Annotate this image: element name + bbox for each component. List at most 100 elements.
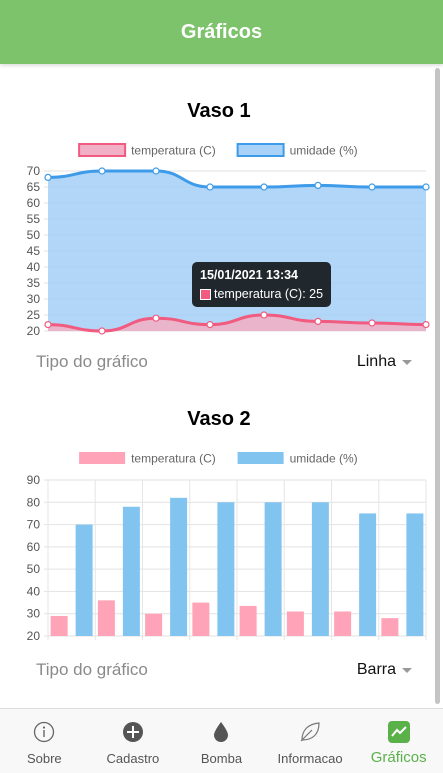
scrollbar[interactable]: [435, 68, 440, 704]
leaf-icon: [297, 719, 323, 745]
y-tick-label: 45: [27, 244, 41, 258]
tab-label: Cadastro: [106, 751, 160, 766]
tab-label: Gráficos: [370, 749, 427, 766]
line-chart-vaso-1: temperatura (C) umidade (%) 20 25 30 35 40 45 50…: [27, 143, 430, 338]
chevron-down-icon: [402, 359, 412, 365]
data-point: [206, 183, 214, 191]
y-tick-label: 35: [27, 276, 41, 290]
series-area: [48, 315, 426, 331]
chart-tooltip: 15/01/2021 13:34 temperatura (C): 25: [192, 262, 332, 307]
y-tick-label: 20: [27, 324, 41, 338]
tab-label: Bomba: [200, 751, 243, 766]
y-tick-label: 40: [27, 260, 41, 274]
legend-swatch: [79, 452, 126, 464]
bar-chart-vaso-2: temperatura (C) umidade (%) 20 30 40 50 60 70 80…: [27, 452, 427, 643]
tooltip-label: temperatura (C): 25: [214, 287, 324, 301]
tooltip-title: 15/01/2021 13:34: [200, 268, 299, 282]
tooltip-swatch: [200, 288, 211, 300]
data-point: [368, 183, 376, 191]
chart-type-row-vaso-2: Tipo do gráfico Barra: [36, 658, 412, 682]
chart-type-label: Tipo do gráfico: [36, 352, 148, 371]
bar: [406, 513, 424, 636]
legend-swatch: [78, 143, 127, 157]
bar: [286, 611, 304, 636]
y-tick-label: 20: [27, 629, 41, 643]
legend-swatch: [236, 143, 285, 157]
chart-type-label: Tipo do gráfico: [36, 660, 148, 679]
data-point: [152, 167, 160, 175]
chart-type-select-vaso-2[interactable]: Barra: [357, 661, 412, 679]
chart-icon: [386, 719, 412, 745]
y-tick-label: 25: [27, 308, 41, 322]
data-point: [260, 311, 268, 319]
series-line: [47, 313, 427, 333]
y-tick-label: 50: [27, 562, 41, 576]
bar: [334, 611, 352, 636]
y-tick-label: 60: [27, 540, 41, 554]
chart-type-row-vaso-1: Tipo do gráfico Linha: [36, 350, 412, 374]
data-point: [98, 327, 106, 335]
data-point: [152, 314, 160, 322]
data-point: [44, 321, 52, 329]
data-point: [44, 173, 52, 182]
chart-title-vaso-2: Vaso 2: [187, 408, 251, 430]
bar: [170, 497, 188, 636]
data-point: [98, 167, 106, 175]
bar: [359, 513, 377, 636]
data-point: [422, 183, 430, 191]
y-tick-label: 70: [27, 518, 41, 532]
y-tick-label: 80: [27, 495, 41, 509]
series-line: [47, 169, 426, 189]
legend-label: umidade (%): [290, 144, 358, 158]
bar: [145, 613, 163, 636]
info-icon: [31, 719, 57, 745]
data-point: [260, 183, 268, 191]
tab-bomba[interactable]: Bomba: [177, 709, 266, 773]
chart-type-value: Barra: [356, 661, 396, 678]
add-icon: [120, 719, 146, 745]
data-point: [422, 321, 430, 329]
charts-scroll-area[interactable]: Vaso 1 temperatura (C) umidade (%) 20 25 30 3…: [0, 64, 443, 708]
y-tick-label: 55: [27, 212, 41, 226]
data-point: [368, 319, 376, 327]
data-point: [314, 181, 322, 190]
y-tick-label: 90: [27, 473, 41, 487]
y-tick-label: 30: [27, 607, 41, 621]
y-tick-label: 50: [27, 228, 41, 242]
legend-swatch: [237, 452, 284, 464]
tab-label: Informacao: [277, 751, 343, 766]
legend-label: temperatura (C): [131, 144, 216, 158]
y-tick-label: 70: [27, 164, 41, 178]
tab-sobre[interactable]: Sobre: [0, 709, 89, 773]
bar: [264, 502, 282, 636]
legend-label: temperatura (C): [131, 452, 216, 466]
chart-type-value: Linha: [356, 353, 396, 370]
bar: [311, 502, 329, 636]
legend-label: umidade (%): [290, 452, 358, 466]
bar: [122, 506, 140, 636]
y-tick-label: 65: [27, 180, 41, 194]
chart-type-select-vaso-1[interactable]: Linha: [357, 353, 412, 371]
app-header: Gráficos: [0, 0, 443, 64]
tab-label: Sobre: [26, 751, 62, 766]
chart-title-vaso-1: Vaso 1: [187, 100, 251, 122]
tab-graficos[interactable]: Gráficos: [354, 709, 443, 773]
bottom-tab-bar: Sobre Cadastro Bomba Informacao Gráficos: [0, 708, 443, 773]
chevron-down-icon: [402, 667, 412, 673]
bar: [75, 524, 93, 636]
bar: [50, 615, 68, 636]
bar: [217, 502, 235, 636]
y-tick-label: 30: [27, 292, 41, 306]
y-tick-label: 40: [27, 584, 41, 598]
bar: [381, 618, 399, 636]
data-point: [314, 317, 322, 325]
bar: [192, 602, 210, 636]
series-area: [48, 171, 426, 331]
data-point: [206, 321, 214, 329]
bar: [97, 600, 115, 636]
bar: [239, 605, 257, 636]
tab-informacao[interactable]: Informacao: [266, 709, 355, 773]
y-tick-label: 60: [27, 196, 41, 210]
page-title: Gráficos: [180, 20, 263, 43]
tab-cadastro[interactable]: Cadastro: [89, 709, 178, 773]
